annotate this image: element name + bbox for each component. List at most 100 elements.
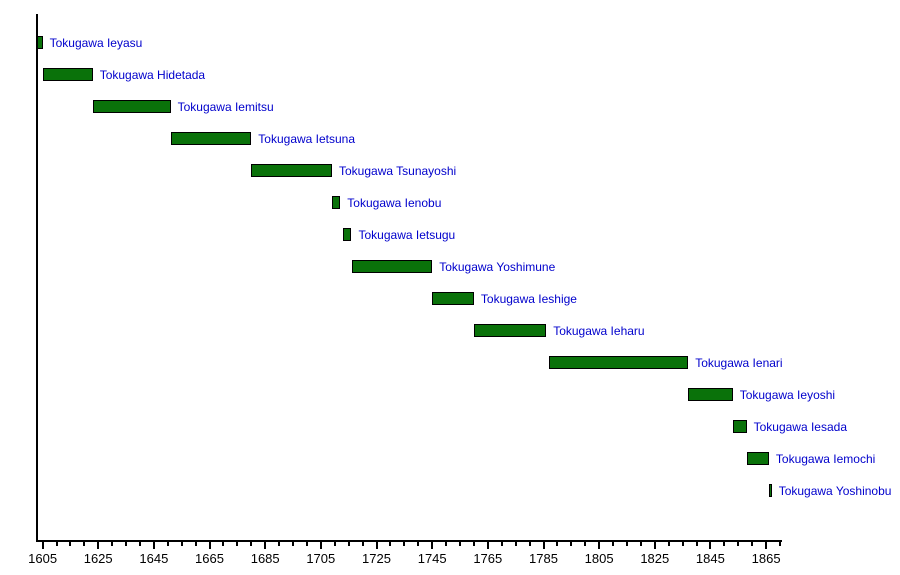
reign-bar [549, 356, 689, 369]
x-axis-tick [709, 542, 712, 549]
x-axis-tick [779, 542, 781, 546]
x-axis-tick [333, 542, 336, 546]
reign-label: Tokugawa Ietsugu [358, 227, 456, 242]
x-axis-tick [208, 542, 211, 549]
x-axis-tick-label: 1765 [473, 551, 503, 566]
reign-bar [746, 452, 769, 465]
x-axis-tick [528, 542, 531, 546]
x-axis-tick [361, 542, 364, 546]
x-axis-tick [431, 542, 434, 549]
reign-label: Tokugawa Iesada [753, 419, 847, 434]
x-axis-tick-label: 1605 [28, 551, 58, 566]
x-axis-tick [681, 542, 684, 546]
x-axis-tick-label: 1785 [529, 551, 558, 566]
x-axis-tick [625, 542, 628, 546]
reign-label: Tokugawa Ieyasu [49, 35, 143, 50]
x-axis-tick [389, 542, 392, 546]
x-axis-tick [639, 542, 642, 546]
x-axis-tick [417, 542, 420, 546]
x-axis-tick-label: 1705 [306, 551, 336, 566]
x-axis-tick-label: 1685 [250, 551, 280, 566]
x-axis-tick [570, 542, 573, 546]
reign-bar [343, 228, 352, 241]
x-axis-tick [347, 542, 350, 546]
x-axis-tick [612, 542, 614, 546]
reign-bar [351, 260, 433, 273]
x-axis-tick [653, 542, 656, 549]
x-axis-tick [139, 542, 141, 546]
x-axis-tick [723, 542, 726, 546]
reign-label: Tokugawa Ienobu [347, 195, 442, 210]
x-axis-tick [765, 542, 768, 549]
x-axis-tick [751, 542, 754, 546]
x-axis-tick-label: 1845 [695, 551, 725, 566]
x-axis-tick [292, 542, 294, 546]
x-axis-line [36, 540, 782, 542]
reign-bar [42, 68, 93, 81]
x-axis-tick [598, 542, 601, 549]
x-axis-tick [278, 542, 281, 546]
x-axis-tick [514, 542, 517, 546]
x-axis-tick-label: 1825 [640, 551, 670, 566]
x-axis-tick [375, 542, 378, 549]
x-axis-tick [305, 542, 308, 546]
x-axis-tick [459, 542, 461, 546]
reign-label: Tokugawa Yoshinobu [778, 483, 892, 498]
reign-bar [732, 420, 747, 433]
x-axis-tick [542, 542, 545, 549]
reign-bar [170, 132, 252, 145]
x-axis-tick [319, 542, 322, 549]
x-axis-tick [97, 542, 100, 549]
reign-label: Tokugawa Iemochi [775, 451, 876, 466]
x-axis-tick-label: 1645 [139, 551, 169, 566]
reign-label: Tokugawa Hidetada [99, 67, 206, 82]
x-axis-tick [445, 542, 448, 546]
x-axis-tick [486, 542, 489, 549]
x-axis-tick [584, 542, 587, 546]
reign-label: Tokugawa Ienari [695, 355, 783, 370]
reign-bar [92, 100, 171, 113]
x-axis-tick [41, 542, 44, 549]
reign-label: Tokugawa Iemitsu [177, 99, 274, 114]
reign-bar [251, 164, 332, 177]
x-axis-tick-label: 1665 [195, 551, 224, 566]
reign-label: Tokugawa Ieshige [480, 291, 577, 306]
x-axis-tick [264, 542, 267, 549]
x-axis-tick [194, 542, 197, 546]
x-axis-tick [55, 542, 58, 546]
x-axis-tick [472, 542, 475, 546]
x-axis-tick [236, 542, 239, 546]
reign-label: Tokugawa Ieharu [553, 323, 645, 338]
reign-bar [332, 196, 341, 209]
x-axis-tick [222, 542, 225, 546]
x-axis-tick [667, 542, 670, 546]
x-axis-tick [403, 542, 406, 546]
x-axis-tick [500, 542, 503, 546]
x-axis-tick [695, 542, 698, 546]
reign-label: Tokugawa Tsunayoshi [339, 163, 457, 178]
x-axis-tick-label: 1745 [417, 551, 447, 566]
reign-bar [432, 292, 474, 305]
x-axis-tick [125, 542, 127, 546]
x-axis-tick [152, 542, 155, 549]
reign-bar [37, 36, 43, 49]
reign-bar [473, 324, 547, 337]
x-axis-tick-label: 1625 [83, 551, 113, 566]
x-axis-tick-label: 1865 [751, 551, 781, 566]
x-axis-tick [180, 542, 183, 546]
x-axis-tick [556, 542, 559, 546]
x-axis-tick [250, 542, 253, 546]
x-axis-tick-label: 1725 [362, 551, 391, 566]
reign-bar [688, 388, 733, 401]
x-axis-tick [83, 542, 86, 546]
reign-label: Tokugawa Ietsuna [258, 131, 356, 146]
reign-label: Tokugawa Ieyoshi [739, 387, 836, 402]
x-axis-tick [166, 542, 169, 546]
x-axis-tick [111, 542, 114, 546]
reign-bar [768, 484, 772, 497]
reign-label: Tokugawa Yoshimune [439, 259, 556, 274]
x-axis-tick [737, 542, 740, 546]
x-axis-tick [69, 542, 72, 546]
x-axis-tick-label: 1805 [584, 551, 614, 566]
